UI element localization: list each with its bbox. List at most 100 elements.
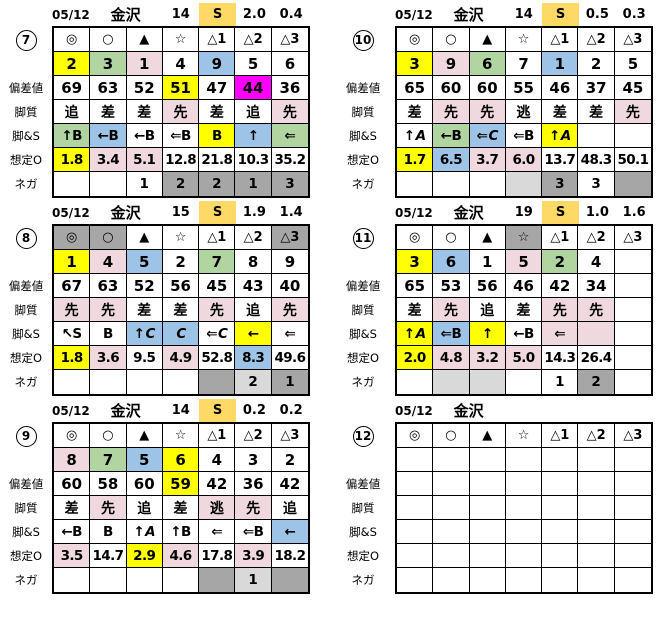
kyakushitsu-cell-5 (542, 496, 579, 520)
kyaku-s-cell-1: ↑B (54, 124, 91, 148)
data-grid: ◎ ○ ▲ ☆ △1 △2 △3 (395, 422, 653, 594)
label-slot: ネガ (0, 568, 52, 592)
kyaku-s-cell-4: ⇐B (505, 124, 543, 148)
hensachi-cell-3 (469, 472, 506, 496)
pick-number-cell-4: 6 (162, 448, 200, 472)
souteio-cell-1 (397, 544, 434, 568)
kyaku-s-cell-2: B (90, 322, 127, 346)
table-inner: 05/12 金沢 15 S 1.9 1.4 8 偏差値 脚質 脚&S 想定O ネガ ◎ ○ ▲ ☆ △1 △2 △3… (0, 201, 331, 396)
hensachi-cell-7: 36 (271, 76, 309, 100)
symbol-cell-6: △2 (578, 28, 615, 52)
pick-number-cell-3: 6 (469, 52, 506, 76)
nega-cell-4 (163, 370, 200, 394)
race-boards: 05/12 金沢 14 S 2.0 0.4 7 偏差値 脚質 脚&S 想定O ネガ ◎ ○ ▲ ☆ △1 △2 △3… (0, 0, 662, 594)
symbol-cell-1: ◎ (397, 28, 434, 52)
symbol-cell-2: ○ (90, 226, 127, 250)
table-header: 05/12 金沢 14 S 0.2 0.2 (52, 399, 310, 422)
header-value-1: 0.5 (585, 7, 609, 22)
label-slot: 脚&S (331, 124, 395, 148)
pick-number-cell-6: 2 (578, 52, 615, 76)
header-race-number: 19 (514, 205, 533, 220)
header-date: 05/12 (52, 205, 90, 220)
nega-cell-2 (433, 370, 470, 394)
pick-number-cell-2: 3 (90, 52, 127, 76)
circle-slot: 11 (331, 226, 395, 250)
souteio-cell-5: 13.7 (542, 148, 579, 172)
symbol-cell-1: ◎ (54, 28, 91, 52)
souteio-cell-6: 10.3 (235, 148, 272, 172)
empty-slot (331, 448, 395, 472)
nega-cell-7 (615, 370, 651, 394)
kyakushitsu-cell-3: 先 (469, 100, 506, 124)
board-column-left: 05/12 金沢 14 S 2.0 0.4 7 偏差値 脚質 脚&S 想定O ネガ ◎ ○ ▲ ☆ △1 △2 △3… (0, 0, 331, 594)
souteio-cell-3: 5.1 (126, 148, 163, 172)
kyaku-s-cell-1: ↑ A (397, 322, 434, 346)
nega-cell-5: 2 (199, 172, 236, 196)
symbol-cell-1: ◎ (54, 424, 91, 448)
header-date: 05/12 (395, 403, 433, 418)
symbol-cell-2: ○ (433, 424, 470, 448)
data-grid: ◎ ○ ▲ ☆ △1 △2 △3 2 3 1 4 9 5 6 69 63 52 51 47 44 36 追差差先差追先 ↑B… (52, 26, 310, 198)
souteio-cell-7 (614, 346, 652, 370)
kyakushitsu-cell-4 (505, 496, 543, 520)
board-column-right: 05/12 金沢 14 S 0.5 0.3 10 偏差値 脚質 脚&S 想定O ネガ ◎ ○ ▲ ☆ △1 △2 △… (331, 0, 662, 594)
symbol-cell-5: △1 (199, 226, 236, 250)
hensachi-cell-2 (433, 472, 470, 496)
pick-number-cell-5: 4 (199, 448, 236, 472)
label-slot: 脚質 (0, 298, 52, 322)
kyakushitsu-cell-4: 差 (505, 298, 543, 322)
nega-cell-7 (615, 568, 651, 592)
kyakushitsu-cell-3: 追 (126, 496, 163, 520)
circle-slot: 7 (0, 28, 52, 52)
hensachi-cell-5: 45 (199, 274, 236, 298)
symbol-cell-4: ☆ (505, 28, 543, 52)
symbol-cell-6: △2 (235, 226, 272, 250)
kyaku-s-cell-5: ⇐ C (199, 322, 236, 346)
nega-cell-6: 2 (578, 370, 615, 394)
row-label-nega: ネガ (351, 573, 375, 587)
hensachi-cell-7: 45 (614, 76, 652, 100)
symbol-cell-4: ☆ (505, 424, 543, 448)
header-track: 金沢 (110, 6, 141, 24)
label-slot: 偏差値 (331, 76, 395, 100)
race-number-badge: 11 (352, 227, 374, 249)
kyakushitsu-cell-2: 先 (90, 496, 127, 520)
hensachi-cell-6: 37 (578, 76, 615, 100)
symbol-cell-7: △3 (271, 226, 309, 250)
row-label-souteio: 想定O (9, 549, 43, 563)
label-slot: ネガ (331, 172, 395, 196)
souteio-cell-7: 50.1 (614, 148, 652, 172)
hensachi-cell-3: 60 (469, 76, 506, 100)
row-label-gutter: 12 偏差値 脚質 脚&S 想定O ネガ (331, 422, 395, 594)
hensachi-cell-1: 65 (397, 274, 434, 298)
kyakushitsu-cell-1: 追 (54, 100, 91, 124)
kyakushitsu-cell-2 (433, 496, 470, 520)
header-date: 05/12 (52, 7, 90, 22)
pick-number-cell-3: 5 (126, 448, 163, 472)
nega-cell-7: 1 (271, 370, 309, 394)
kyakushitsu-cell-2: 先 (433, 298, 470, 322)
row-label-souteio: 想定O (346, 549, 380, 563)
kyakushitsu-cell-6: 先 (578, 298, 615, 322)
hensachi-cell-3: 52 (126, 274, 163, 298)
row-label-kyaku-s: 脚&S (349, 327, 377, 341)
empty-slot (331, 250, 395, 274)
kyaku-s-cell-7 (614, 322, 652, 346)
pick-number-cell-7 (614, 448, 652, 472)
hensachi-cell-1: 69 (54, 76, 91, 100)
nega-cell-1 (397, 172, 434, 196)
header-value-2: 1.4 (279, 205, 303, 220)
empty-slot (0, 52, 52, 76)
nega-cell-7 (271, 568, 309, 592)
pick-number-cell-6: 8 (235, 250, 272, 274)
nega-cell-6 (578, 568, 615, 592)
kyakushitsu-cell-7: 追 (271, 496, 309, 520)
nega-cell-3: 1 (127, 172, 163, 196)
row-label-hensachi: 偏差値 (345, 477, 381, 491)
row-label-kyaku-s: 脚&S (12, 129, 40, 143)
label-slot: 偏差値 (0, 76, 52, 100)
kyakushitsu-cell-5: 先 (542, 298, 579, 322)
row-label-kyakushitsu: 脚質 (14, 105, 38, 119)
souteio-cell-6: 3.9 (235, 544, 272, 568)
nega-cell-1 (54, 172, 91, 196)
